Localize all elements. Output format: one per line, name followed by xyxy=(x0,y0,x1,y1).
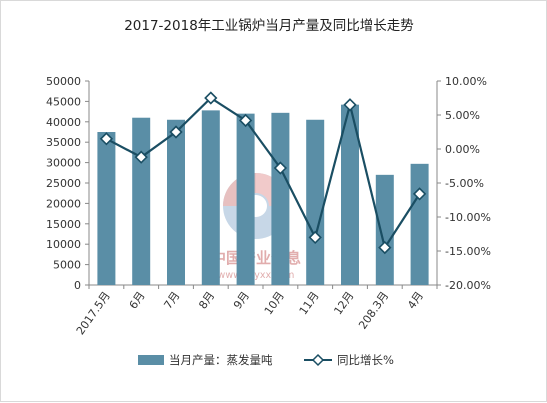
bar-mark xyxy=(97,132,116,285)
line-point xyxy=(273,161,288,175)
x-tick-label: 11月 xyxy=(297,289,322,317)
legend: 当月产量：蒸发量吨 同比增长% xyxy=(138,353,394,367)
y-right-tick-label: 0.00% xyxy=(445,143,480,156)
line-point xyxy=(308,230,322,245)
x-tick-label: 10月 xyxy=(262,289,287,317)
line-path xyxy=(105,96,421,251)
bar-mark xyxy=(167,119,185,285)
x-tick-label: 6月 xyxy=(127,289,148,311)
line-point xyxy=(238,113,253,128)
x-tick-label: 7月 xyxy=(161,289,182,311)
y-left-tick-label: 30000 xyxy=(46,157,81,170)
y-right-tick-label: 10.00% xyxy=(445,75,487,88)
line-point xyxy=(204,91,218,105)
y-left-tick-label: 10000 xyxy=(46,238,81,251)
y-left-tick-label: 5000 xyxy=(53,259,81,272)
x-tick-label: 4月 xyxy=(405,289,426,311)
y-right-tick-label: -10.00% xyxy=(445,211,491,224)
watermark-url: www.chyxx.com xyxy=(218,270,295,281)
y-right-tick-label: 5.00% xyxy=(445,109,480,122)
x-tick-label: 2017.5月 xyxy=(74,289,113,337)
line-point xyxy=(169,125,183,139)
y-right-tick-label: -5.00% xyxy=(445,177,484,190)
y-left-tick-label: 40000 xyxy=(46,116,81,129)
y-left-tick-label: 45000 xyxy=(46,95,81,108)
line-point xyxy=(412,187,427,201)
chart-title: 2017-2018年工业锅炉当月产量及同比增长走势 xyxy=(124,18,414,34)
y-right-tick-label: -20.00% xyxy=(445,279,491,292)
x-tick-label: 8月 xyxy=(196,289,217,311)
legend-diamond-icon xyxy=(311,353,325,367)
bar-mark xyxy=(375,174,394,285)
bar-mark xyxy=(201,110,220,285)
y-left-tick-label: 0 xyxy=(74,279,81,292)
x-tick-label: 12月 xyxy=(331,289,356,317)
x-tick-label: 9月 xyxy=(231,289,252,311)
line-point xyxy=(378,240,392,255)
y-right-tick-label: -15.00% xyxy=(445,245,491,258)
legend-line-label: 同比增长% xyxy=(337,353,394,367)
line-point xyxy=(134,150,148,164)
bar-mark xyxy=(271,112,290,285)
y-left-tick-label: 20000 xyxy=(46,197,81,210)
y-left-tick-label: 35000 xyxy=(46,136,81,149)
bar-mark xyxy=(236,113,255,285)
line-point xyxy=(99,132,114,146)
legend-bar-swatch xyxy=(138,355,164,365)
line-series xyxy=(99,91,427,255)
y-left-tick-label: 15000 xyxy=(46,218,81,231)
legend-bar-label: 当月产量：蒸发量吨 xyxy=(169,353,273,367)
bar-mark xyxy=(410,163,429,285)
bar-mark xyxy=(132,117,151,285)
bar-mark xyxy=(341,104,359,285)
y-left-tick-label: 50000 xyxy=(46,75,81,88)
line-point xyxy=(343,98,357,112)
x-tick-label: 208.3月 xyxy=(356,289,391,331)
y-left-tick-label: 25000 xyxy=(46,177,81,190)
bar-series xyxy=(97,104,429,285)
bar-mark xyxy=(306,119,325,285)
